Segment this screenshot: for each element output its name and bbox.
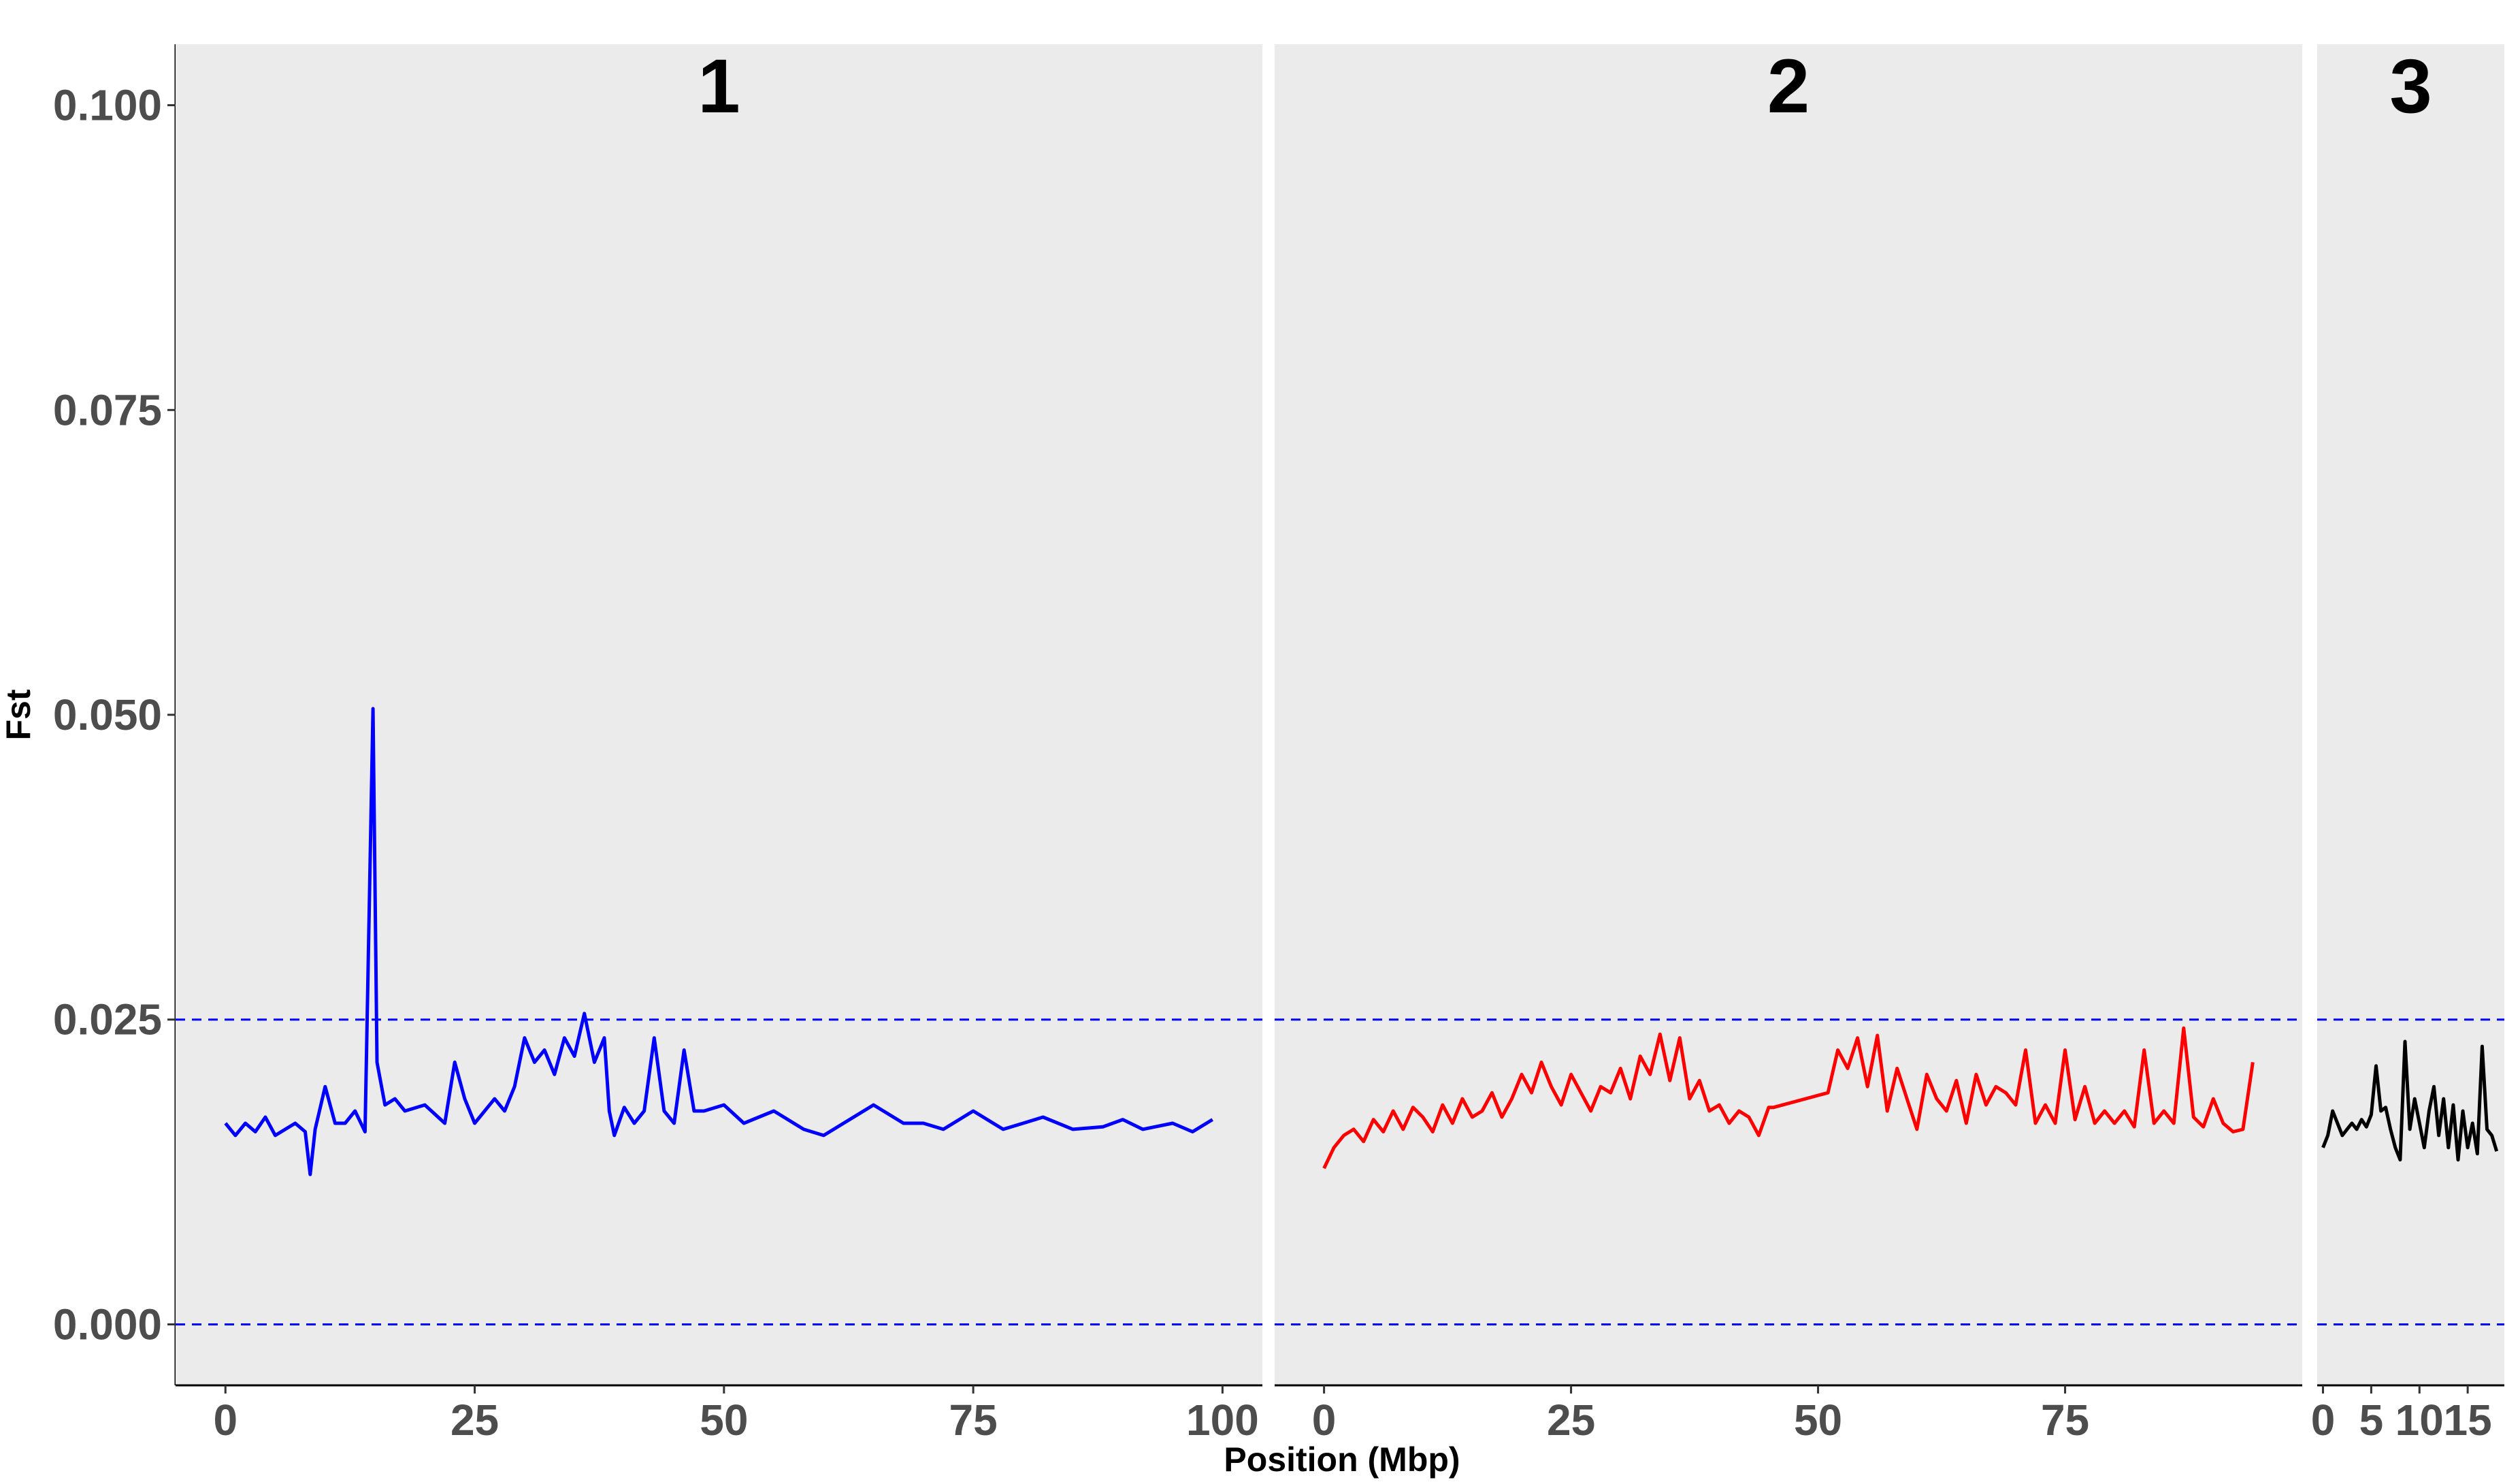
facet-panel-1: 1 0 25 50 75 100 [176, 44, 1262, 1445]
x-tick-label: 50 [700, 1396, 748, 1445]
x-tick-label: 75 [2041, 1396, 2089, 1445]
x-tick-label: 100 [1186, 1396, 1259, 1445]
x-tick-label: 25 [1547, 1396, 1595, 1445]
facet-panel-3: 3 0 5 10 15 [2311, 44, 2504, 1445]
x-tick-label: 10 [2395, 1396, 2444, 1445]
series-line-2 [1322, 1026, 2255, 1170]
x-tick-label: 0 [2311, 1396, 2336, 1445]
facet-label: 1 [698, 44, 740, 129]
y-tick-label: 0.000 [53, 1300, 162, 1349]
x-tick-label: 15 [2444, 1396, 2492, 1445]
series-line-3 [2321, 1040, 2499, 1162]
y-tick-label: 0.100 [53, 81, 162, 130]
facet-label: 2 [1767, 44, 1810, 129]
panel-background [176, 44, 1262, 1385]
x-tick-label: 25 [451, 1396, 499, 1445]
x-tick-label: 50 [1794, 1396, 1842, 1445]
x-tick-label: 75 [949, 1396, 998, 1445]
x-axis-title: Position (Mbp) [1224, 1440, 1460, 1479]
y-tick-label: 0.025 [53, 995, 162, 1044]
facet-panel-2: 2 0 25 50 75 [1275, 44, 2302, 1445]
panel-background [1275, 44, 2302, 1385]
y-axis: 0.000 0.025 0.050 0.075 0.100 [53, 44, 177, 1385]
x-tick-label: 5 [2359, 1396, 2384, 1445]
y-axis-title: Fst [0, 689, 37, 740]
x-tick-label: 0 [213, 1396, 238, 1445]
x-tick-label: 0 [1312, 1396, 1337, 1445]
panel-background [2317, 44, 2504, 1385]
series-line-1 [224, 707, 1214, 1176]
y-tick-label: 0.075 [53, 385, 162, 434]
y-tick-label: 0.050 [53, 690, 162, 739]
facet-label: 3 [2389, 44, 2432, 129]
